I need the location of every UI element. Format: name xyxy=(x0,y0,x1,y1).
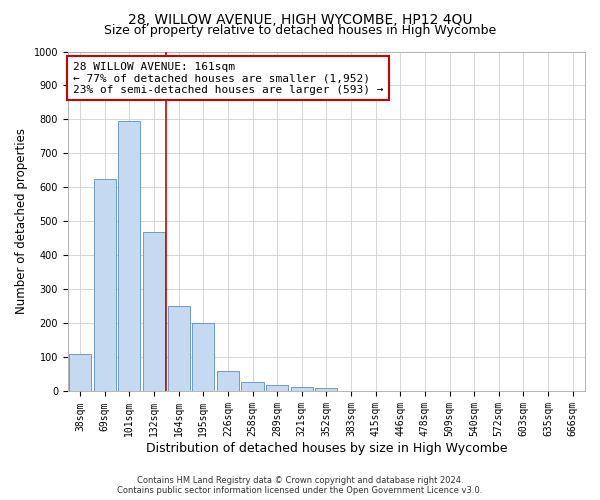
Text: Size of property relative to detached houses in High Wycombe: Size of property relative to detached ho… xyxy=(104,24,496,37)
X-axis label: Distribution of detached houses by size in High Wycombe: Distribution of detached houses by size … xyxy=(146,442,507,455)
Bar xyxy=(94,179,116,392)
Bar xyxy=(266,386,288,392)
Y-axis label: Number of detached properties: Number of detached properties xyxy=(15,128,28,314)
Bar xyxy=(316,388,337,392)
Bar xyxy=(167,306,190,392)
Text: 28, WILLOW AVENUE, HIGH WYCOMBE, HP12 4QU: 28, WILLOW AVENUE, HIGH WYCOMBE, HP12 4Q… xyxy=(128,12,472,26)
Bar xyxy=(143,232,165,392)
Bar xyxy=(217,371,239,392)
Bar xyxy=(118,121,140,392)
Bar xyxy=(192,324,214,392)
Bar xyxy=(69,354,91,392)
Bar xyxy=(241,382,263,392)
Text: Contains HM Land Registry data © Crown copyright and database right 2024.
Contai: Contains HM Land Registry data © Crown c… xyxy=(118,476,482,495)
Bar xyxy=(290,387,313,392)
Text: 28 WILLOW AVENUE: 161sqm
← 77% of detached houses are smaller (1,952)
23% of sem: 28 WILLOW AVENUE: 161sqm ← 77% of detach… xyxy=(73,62,383,95)
